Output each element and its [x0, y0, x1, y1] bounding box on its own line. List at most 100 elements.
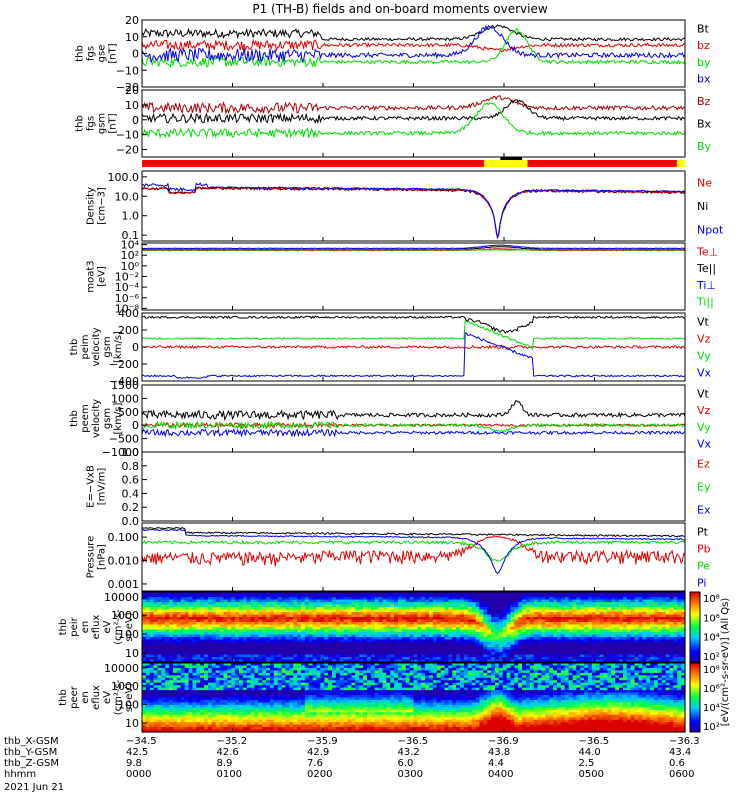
spectrogram-cell [176, 649, 182, 653]
spectrogram-cell [211, 690, 217, 694]
spectrogram-cell [192, 639, 197, 643]
spectrogram-cell [339, 627, 345, 631]
spectrogram-cell [165, 695, 170, 699]
spectrogram-cell [269, 607, 275, 611]
spectrogram-cell [293, 647, 298, 651]
spectrogram-cell [638, 617, 643, 621]
spectrogram-cell [238, 649, 244, 653]
spectrogram-cell [440, 612, 446, 616]
spectrogram-cell [456, 599, 461, 603]
spectrogram-cell [522, 592, 527, 596]
spectrogram-cell [269, 644, 275, 648]
spectrogram-cell [634, 602, 640, 606]
spectrogram-cell [397, 624, 403, 628]
spectrogram-cell [207, 697, 213, 701]
spectrogram-cell [619, 592, 624, 596]
spectrogram-cell [421, 642, 426, 646]
spectrogram-cell [401, 599, 407, 603]
spectrogram-cell [491, 627, 496, 631]
spectrogram-cell [510, 597, 515, 601]
spectrogram-cell [401, 659, 407, 663]
spectrogram-cell [196, 657, 201, 661]
spectrogram-cell [231, 639, 236, 643]
spectrogram-cell [211, 672, 217, 676]
spectrogram-cell [343, 607, 349, 611]
spectrogram-cell [196, 692, 201, 696]
spectrogram-cell [157, 692, 162, 696]
spectrogram-cell [588, 609, 593, 613]
spectrogram-cell [436, 652, 442, 656]
spectrogram-cell [188, 697, 194, 701]
spectrogram-cell [215, 702, 221, 706]
spectrogram-cell [254, 672, 259, 676]
spectrogram-cell [297, 614, 302, 618]
y-axis-label-line: fgs [86, 116, 97, 131]
spectrogram-cell [452, 594, 457, 598]
spectrogram-cell [626, 647, 632, 651]
legend-fgs1-0: Bt [697, 22, 710, 35]
spectrogram-cell [145, 614, 151, 618]
spectrogram-cell [204, 702, 209, 706]
spectrogram-cell [553, 609, 558, 613]
spectrogram-cell [557, 637, 562, 641]
spectrogram-cell [169, 614, 174, 618]
spectrogram-cell [642, 617, 647, 621]
y-axis-label: E=−VxB [mV/m] [86, 465, 108, 508]
spectrogram-cell [219, 697, 225, 701]
spectrogram-cell [452, 659, 457, 663]
spectrogram-cell [308, 644, 314, 648]
spectrogram-cell [642, 602, 647, 606]
spectrogram-cell [266, 622, 271, 626]
spectrogram-cell [456, 652, 461, 656]
spectrogram-cell [576, 617, 581, 621]
spectrogram-cell [467, 629, 473, 633]
spectrogram-cell [525, 639, 531, 643]
spectrogram-cell [235, 724, 240, 728]
spectrogram-cell [622, 604, 628, 608]
spectrogram-cell [665, 642, 671, 646]
spectrogram-cell [231, 607, 236, 611]
spectrogram-cell [211, 602, 217, 606]
spectrogram-cell [188, 729, 194, 733]
spectrogram-cell [289, 634, 294, 638]
spectrogram-cell [312, 654, 318, 658]
spectrogram-cell [603, 594, 609, 598]
spectrogram-cell [339, 607, 345, 611]
spectrogram-cell [386, 632, 391, 636]
spectrogram-cell [196, 637, 201, 641]
spectrogram-cell [370, 637, 376, 641]
spectrogram-cell [506, 592, 512, 596]
spectrogram-cell [250, 692, 256, 696]
spectrogram-cell [200, 709, 205, 713]
spectrogram-cell [231, 642, 236, 646]
spectrogram-cell [650, 652, 655, 656]
spectrogram-cell [677, 659, 682, 663]
spectrogram-cell [347, 619, 353, 623]
spectrogram-cell [514, 617, 519, 621]
spectrogram-cell [277, 602, 283, 606]
spectrogram-cell [479, 612, 484, 616]
spectrogram-cell [157, 624, 162, 628]
spectrogram-cell [440, 634, 446, 638]
spectrogram-cell [460, 592, 465, 596]
spectrogram-cell [491, 614, 496, 618]
spectrogram-cell [413, 617, 418, 621]
spectrogram-cell [165, 612, 170, 616]
spectrogram-cell [646, 654, 651, 658]
spectrogram-cell [444, 619, 450, 623]
spectrogram-cell [235, 714, 240, 718]
spectrogram-cell [207, 629, 213, 633]
spectrogram-cell [343, 619, 349, 623]
spectrogram-cell [231, 624, 236, 628]
spectrogram-cell [673, 644, 678, 648]
spectrogram-cell [448, 602, 453, 606]
spectrogram-cell [339, 612, 345, 616]
spectrogram-cell [611, 604, 616, 608]
spectrogram-cell [626, 592, 632, 596]
spectrogram-cell [215, 637, 221, 641]
spectrogram-cell [157, 642, 162, 646]
spectrogram-cell [665, 652, 671, 656]
spectrogram-cell [235, 592, 240, 596]
spectrogram-cell [595, 659, 601, 663]
spectrogram-cell [149, 717, 155, 721]
